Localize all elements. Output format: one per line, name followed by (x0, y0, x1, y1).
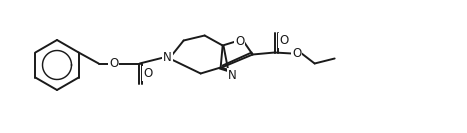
Text: O: O (292, 47, 301, 60)
Text: O: O (235, 35, 244, 48)
Text: N: N (163, 51, 172, 64)
Text: O: O (109, 57, 118, 70)
Text: O: O (279, 34, 288, 47)
Text: O: O (143, 67, 152, 80)
Text: N: N (228, 69, 237, 82)
